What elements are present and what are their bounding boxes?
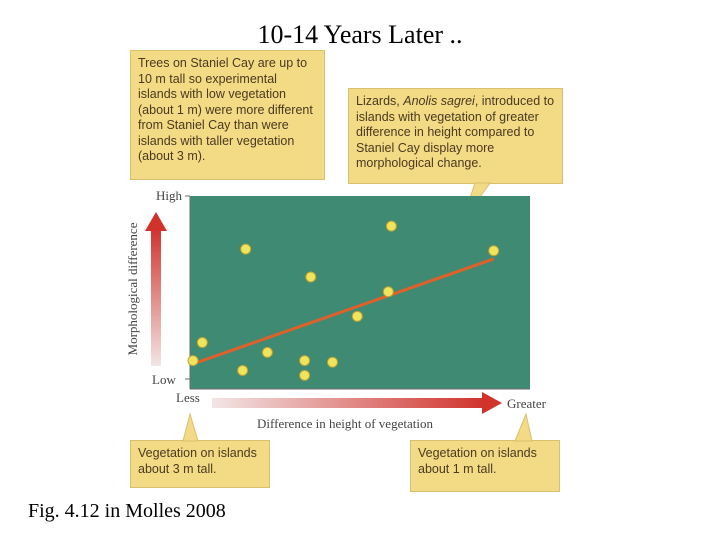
- y-axis-title: Morphological difference: [125, 222, 140, 355]
- x-axis-arrow-shaft: [212, 398, 484, 408]
- callout-vegetation-3m: Vegetation on islands about 3 m tall.: [130, 440, 270, 488]
- data-point: [385, 220, 397, 232]
- callout-lizards-suffix: , introduced to islands with vegetation …: [356, 94, 555, 170]
- y-low-label: Low: [152, 372, 176, 387]
- page-title: 10-14 Years Later ..: [257, 20, 463, 49]
- y-high-label: High: [156, 188, 183, 203]
- data-point: [488, 245, 500, 257]
- x-low-label: Less: [176, 390, 200, 405]
- callout-lizards-species: Anolis sagrei: [403, 94, 475, 108]
- trend-line: [192, 257, 495, 366]
- data-point: [261, 346, 273, 358]
- y-axis-arrow-shaft: [151, 228, 161, 366]
- data-point: [299, 355, 311, 367]
- data-marks: [187, 220, 500, 381]
- y-axis-arrow-head: [145, 212, 167, 231]
- data-point: [240, 243, 252, 255]
- callout-tail-bottom-left: [182, 412, 199, 442]
- figure-caption: Fig. 4.12 in Molles 2008: [28, 500, 226, 522]
- callout-lizards-prefix: Lizards,: [356, 94, 404, 108]
- data-point: [187, 355, 199, 367]
- data-point: [299, 369, 311, 381]
- callout-lizards: Lizards, Anolis sagrei, introduced to is…: [348, 88, 563, 184]
- data-point: [327, 356, 338, 368]
- plot-area: [190, 196, 530, 389]
- data-point: [351, 310, 363, 322]
- x-axis-arrow-head: [482, 392, 502, 414]
- data-point: [382, 286, 394, 298]
- x-high-label: Greater: [507, 396, 547, 411]
- x-axis-title: Difference in height of vegetation: [257, 416, 433, 431]
- data-point: [305, 271, 317, 283]
- data-point: [237, 364, 249, 376]
- callout-tail-bottom-right: [514, 412, 533, 442]
- callout-vegetation-1m: Vegetation on islands about 1 m tall.: [410, 440, 560, 492]
- callout-staniel-cay-trees: Trees on Staniel Cay are up to 10 m tall…: [130, 50, 325, 180]
- data-point: [196, 337, 208, 349]
